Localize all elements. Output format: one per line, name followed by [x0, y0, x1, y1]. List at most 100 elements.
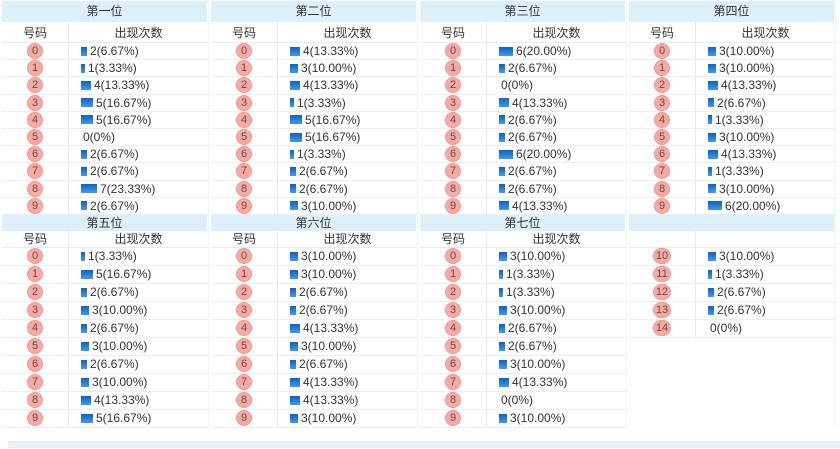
- frequency-bar: [290, 413, 298, 423]
- frequency-label: 3(10.00%): [92, 339, 148, 354]
- frequency-label: 4(13.33%): [303, 78, 359, 93]
- stat-row: 0 2(6.67%): [2, 43, 208, 61]
- stat-row: 9 3(10.00%): [211, 409, 417, 428]
- frequency-label: 1(3.33%): [715, 267, 764, 282]
- number-badge: 0: [654, 43, 670, 60]
- frequency-cell: 5(16.67%): [277, 111, 417, 128]
- stat-row: 1 3(10.00%): [211, 265, 417, 284]
- stat-row: 4 2(6.67%): [420, 111, 626, 129]
- frequency-bar: [290, 166, 296, 176]
- number-cell: 14: [629, 320, 695, 337]
- number-badge: 1: [445, 266, 461, 283]
- number-cell: 8: [2, 180, 68, 197]
- frequency-label: 2(6.67%): [299, 357, 348, 372]
- frequency-cell: 7(23.33%): [68, 180, 208, 197]
- frequency-cell: 1(3.33%): [695, 111, 835, 128]
- frequency-cell: 3(10.00%): [486, 247, 626, 265]
- number-badge: 6: [236, 146, 252, 163]
- section-title: 第三位: [420, 1, 625, 22]
- stat-row: 1 3(10.00%): [629, 60, 835, 78]
- number-cell: 0: [211, 248, 277, 265]
- number-badge: 2: [27, 284, 43, 301]
- frequency-bar: [81, 184, 97, 194]
- stat-row: 1 3(10.00%): [211, 60, 417, 78]
- frequency-cell: 3(10.00%): [486, 301, 626, 319]
- frequency-cell: 3(10.00%): [277, 409, 417, 427]
- number-cell: 7: [420, 163, 486, 180]
- number-badge: 9: [445, 197, 461, 214]
- stat-row: 7 4(13.33%): [420, 373, 626, 392]
- number-badge: 5: [445, 338, 461, 355]
- stat-row: 8 4(13.33%): [2, 391, 208, 410]
- number-badge: 7: [654, 163, 670, 180]
- frequency-cell: 3(10.00%): [695, 180, 835, 197]
- number-cell: 8: [211, 392, 277, 409]
- frequency-bar: [290, 149, 294, 159]
- frequency-label: 4(13.33%): [303, 393, 359, 408]
- frequency-bar: [499, 201, 509, 211]
- position-section: 第二位 号码 出现次数 0 4(13.33%) 1 3(10.00%) 2 4(13.33%) 3…: [211, 1, 418, 215]
- frequency-bar: [290, 98, 294, 108]
- number-cell: 2: [211, 77, 277, 94]
- frequency-cell: 5(16.67%): [68, 409, 208, 427]
- number-badge: 8: [236, 392, 252, 409]
- frequency-label: 5(16.67%): [96, 95, 152, 110]
- number-cell: 5: [629, 129, 695, 146]
- number-cell: 2: [2, 77, 68, 94]
- frequency-bar: [290, 184, 296, 194]
- frequency-bar: [708, 269, 712, 279]
- number-badge: 3: [27, 302, 43, 319]
- frequency-label: 4(13.33%): [721, 78, 777, 93]
- frequency-column-header: 出现次数: [277, 22, 417, 42]
- number-badge: 2: [445, 77, 461, 94]
- frequency-label: 3(10.00%): [301, 411, 357, 426]
- number-cell: 6: [420, 146, 486, 163]
- number-cell: 7: [2, 163, 68, 180]
- frequency-cell: 2(6.67%): [68, 319, 208, 337]
- number-cell: 4: [420, 320, 486, 337]
- number-cell: 4: [2, 111, 68, 128]
- number-badge: 6: [445, 146, 461, 163]
- number-badge: 7: [27, 374, 43, 391]
- number-cell: 7: [420, 374, 486, 391]
- frequency-cell: 4(13.33%): [277, 373, 417, 391]
- frequency-bar: [81, 166, 87, 176]
- frequency-bar: [499, 184, 505, 194]
- stat-row: 4 5(16.67%): [2, 111, 208, 129]
- stat-row: 5 0(0%): [2, 128, 208, 147]
- frequency-label: 2(6.67%): [717, 285, 766, 300]
- number-cell: 8: [629, 180, 695, 197]
- frequency-label: 2(6.67%): [90, 321, 139, 336]
- number-badge: 1: [654, 60, 670, 77]
- frequency-bar: [290, 305, 296, 315]
- frequency-label: 3(10.00%): [92, 375, 148, 390]
- number-badge: 7: [236, 163, 252, 180]
- frequency-column-header: 出现次数: [486, 22, 626, 42]
- frequency-bar: [81, 377, 89, 387]
- stat-row: 5 2(6.67%): [420, 337, 626, 356]
- frequency-bar: [499, 115, 505, 125]
- number-cell: 9: [211, 197, 277, 214]
- stat-row: 0 3(10.00%): [420, 247, 626, 266]
- frequency-label: 0(0%): [83, 130, 116, 145]
- stat-row: 9 3(10.00%): [420, 409, 626, 428]
- frequency-bar: [81, 341, 89, 351]
- frequency-bar: [290, 80, 300, 90]
- number-cell: 10: [629, 248, 695, 265]
- stat-row: 7 1(3.33%): [629, 163, 835, 181]
- stat-row: 2 4(13.33%): [2, 77, 208, 95]
- stat-row: 2 4(13.33%): [211, 77, 417, 95]
- stat-row: 3 3(10.00%): [420, 301, 626, 320]
- number-cell: 4: [629, 111, 695, 128]
- frequency-cell: 1(3.33%): [68, 60, 208, 77]
- frequency-column-header: 出现次数: [277, 230, 417, 247]
- frequency-cell: 3(10.00%): [277, 247, 417, 265]
- frequency-cell: 4(13.33%): [277, 43, 417, 60]
- stat-row: 5 5(16.67%): [211, 128, 417, 147]
- number-badge: 0: [236, 248, 252, 265]
- number-cell: 1: [211, 60, 277, 77]
- number-badge: 1: [445, 60, 461, 77]
- number-cell: 4: [211, 320, 277, 337]
- column-headers: 号码 出现次数: [2, 22, 208, 43]
- frequency-cell: 3(10.00%): [68, 337, 208, 355]
